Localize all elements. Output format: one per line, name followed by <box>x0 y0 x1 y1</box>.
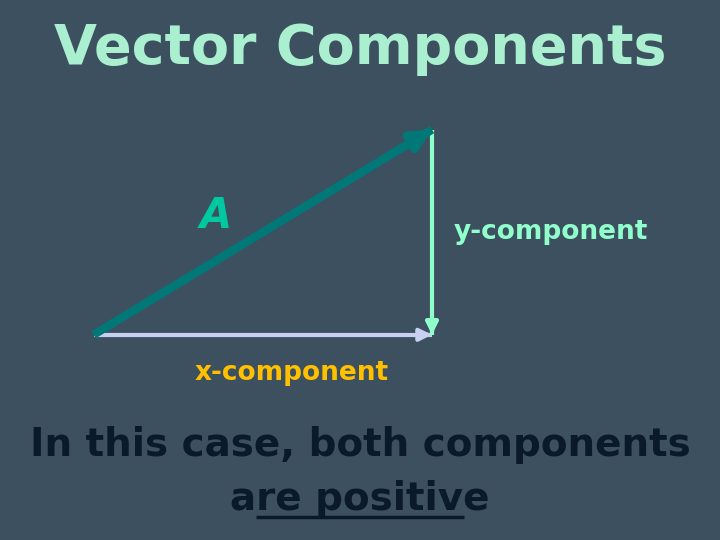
Text: x-component: x-component <box>194 360 389 386</box>
Text: A: A <box>200 195 232 237</box>
Text: are positive: are positive <box>230 481 490 518</box>
Text: Vector Components: Vector Components <box>54 22 666 76</box>
Text: y-component: y-component <box>454 219 648 245</box>
Text: In this case, both components: In this case, both components <box>30 427 690 464</box>
